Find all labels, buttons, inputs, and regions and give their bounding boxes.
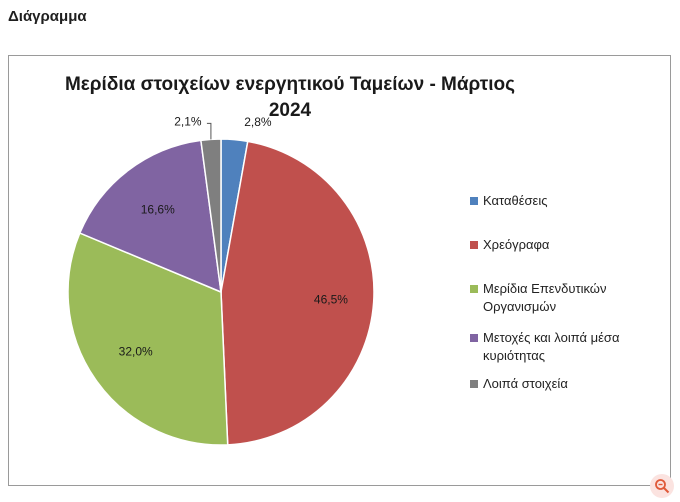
legend-label-deposits: Καταθέσεις <box>483 192 653 210</box>
slice-label-deposits: 2,8% <box>244 115 272 129</box>
legend-item-equities: Μετοχές και λοιπά μέσα κυριότητας <box>470 329 653 365</box>
slice-label-other: 2,1% <box>174 114 202 128</box>
legend-label-equities-line-1: Μετοχές και λοιπά μέσα <box>483 330 620 345</box>
legend-swatch-equities <box>470 334 478 342</box>
pie-slice-equities <box>78 139 222 294</box>
legend-label-securities-line-1: Χρεόγραφα <box>483 237 550 252</box>
legend-label-other-line-1: Λοιπά στοιχεία <box>483 376 568 391</box>
legend-swatch-deposits <box>470 197 478 205</box>
leader-line-other <box>206 122 212 140</box>
legend-swatch-fund-units <box>470 285 478 293</box>
legend-label-equities-line-2: κυριότητας <box>483 348 546 363</box>
legend-item-deposits: Καταθέσεις <box>470 192 653 210</box>
pie-slice-other <box>200 138 222 293</box>
legend-label-equities: Μετοχές και λοιπά μέσα κυριότητας <box>483 329 653 365</box>
legend-label-securities: Χρεόγραφα <box>483 236 653 254</box>
legend-label-fund-units-line-2: Οργανισμών <box>483 299 557 314</box>
legend-item-fund-units: Μερίδια Επενδυτικών Οργανισμών <box>470 280 653 316</box>
legend-label-fund-units: Μερίδια Επενδυτικών Οργανισμών <box>483 280 653 316</box>
page-heading: Διάγραμμα <box>8 8 87 25</box>
zoom-icon-glyph <box>655 479 670 494</box>
pie-slice-fund-units <box>67 232 229 446</box>
slice-label-fund-units: 32,0% <box>119 345 153 359</box>
legend-item-securities: Χρεόγραφα <box>470 236 653 254</box>
legend-label-other: Λοιπά στοιχεία <box>483 375 653 393</box>
zoom-icon[interactable] <box>650 474 674 498</box>
chart-title-line-2: 2024 <box>268 100 312 121</box>
chart-title: Μερίδια στοιχείων ενεργητικού Ταμείων - … <box>60 72 520 124</box>
legend-label-fund-units-line-1: Μερίδια Επενδυτικών <box>483 281 607 296</box>
pie-slice-securities <box>220 140 375 446</box>
slice-label-equities: 16,6% <box>141 202 175 216</box>
legend-label-deposits-line-1: Καταθέσεις <box>483 193 548 208</box>
legend-swatch-other <box>470 380 478 388</box>
legend-item-other: Λοιπά στοιχεία <box>470 375 653 393</box>
slice-label-securities: 46,5% <box>314 292 348 306</box>
chart-title-line-1: Μερίδια στοιχείων ενεργητικού Ταμείων - … <box>64 74 516 95</box>
legend-swatch-securities <box>470 241 478 249</box>
